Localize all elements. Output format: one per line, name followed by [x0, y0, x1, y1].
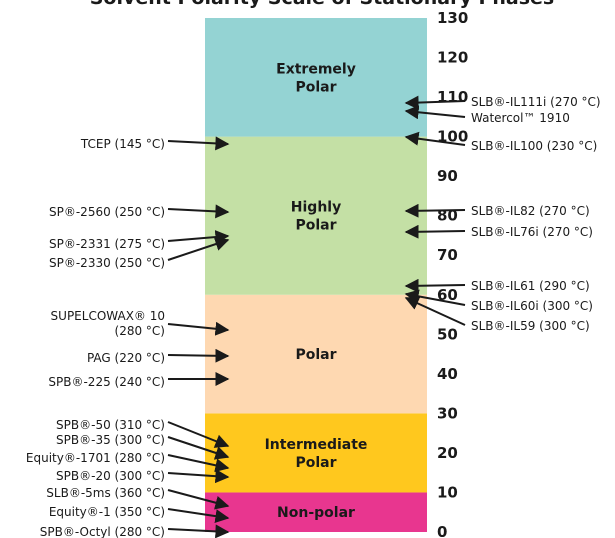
phase-label: SUPELCOWAX® 10: [51, 309, 165, 323]
right-phase-slb-il82-270-c: SLB®-IL82 (270 °C): [404, 203, 590, 218]
zone-label: Polar: [295, 79, 336, 95]
tick-label: 20: [437, 444, 458, 462]
phase-label: SLB®-IL59 (300 °C): [471, 319, 590, 333]
phase-arrow: [167, 421, 230, 448]
tick-label: 40: [437, 365, 458, 383]
phase-arrow: [167, 204, 230, 219]
left-phase-spb-octyl-280-c: SPB®-Octyl (280 °C): [40, 524, 230, 538]
left-phase-equity-1-350-c: Equity®-1 (350 °C): [49, 505, 230, 524]
phase-arrow: [167, 524, 230, 538]
phase-label: SPB®-225 (240 °C): [48, 375, 165, 389]
tick-label: 90: [437, 167, 458, 185]
clipped-title: Solvent Polarity Scale of Stationary Pha…: [90, 0, 554, 9]
phase-arrow: [404, 105, 466, 120]
left-phase-sp-2331-275-c: SP®-2331 (275 °C): [49, 230, 230, 251]
polarity-zones: Non-polar Intermediate Polar Polar Highly Pol…: [205, 18, 427, 532]
left-phase-sp-2560-250-c: SP®-2560 (250 °C): [49, 204, 230, 219]
phase-label: SPB®-Octyl (280 °C): [40, 525, 165, 538]
phase-label: SPB®-35 (300 °C): [56, 433, 165, 447]
zone-extremely-polar: [205, 18, 427, 137]
phase-arrow: [167, 469, 230, 484]
phase-label: SLB®-IL61 (290 °C): [471, 279, 590, 293]
phase-arrow: [167, 136, 230, 151]
zone-label: Polar: [295, 347, 336, 363]
right-phase-slb-il59-300-c: SLB®-IL59 (300 °C): [404, 296, 590, 333]
phase-label: SPB®-50 (310 °C): [56, 418, 165, 432]
phase-label: SP®-2330 (250 °C): [49, 256, 165, 270]
tick-label: 60: [437, 286, 458, 304]
zone-label: Intermediate: [265, 437, 368, 453]
phase-label: Equity®-1701 (280 °C): [26, 451, 165, 465]
tick-label: 130: [437, 9, 468, 27]
phase-label: SPB®-20 (300 °C): [56, 469, 165, 483]
phase-arrow: [167, 321, 230, 336]
zone-label: Extremely: [276, 61, 356, 77]
phase-arrow: [404, 289, 466, 306]
zone-label: Polar: [295, 218, 336, 234]
phase-label: TCEP (145 °C): [80, 137, 165, 151]
phase-label: SLB®-IL60i (300 °C): [471, 299, 593, 313]
phase-arrow: [167, 230, 230, 245]
tick-label: 120: [437, 49, 468, 67]
phase-arrow: [167, 436, 230, 460]
phase-arrow: [167, 237, 230, 261]
phase-label: PAG (220 °C): [87, 351, 165, 365]
right-phase-labels: SLB®-IL111i (270 °C) Watercol™ 1910 SLB®-I…: [404, 95, 601, 333]
left-phase-spb-50-310-c: SPB®-50 (310 °C): [56, 418, 230, 448]
tick-label: 50: [437, 325, 458, 343]
left-phase-supelcowax-10: SUPELCOWAX® 10(280 °C): [51, 309, 230, 338]
left-phase-slb-5ms-360-c: SLB®-5ms (360 °C): [46, 486, 230, 510]
right-phase-watercol-1910: Watercol™ 1910: [404, 105, 570, 125]
left-phase-equity-1701-280-c: Equity®-1701 (280 °C): [26, 451, 230, 473]
phase-arrow: [167, 489, 230, 510]
phase-arrow: [404, 95, 466, 110]
left-phase-spb-225-240-c: SPB®-225 (240 °C): [48, 372, 230, 389]
right-phase-slb-il100-230-c: SLB®-IL100 (230 °C): [404, 131, 597, 153]
left-phase-spb-20-300-c: SPB®-20 (300 °C): [56, 469, 230, 484]
phase-arrow: [167, 508, 230, 524]
left-phase-sp-2330-250-c: SP®-2330 (250 °C): [49, 237, 230, 270]
left-phase-tcep-145-c: TCEP (145 °C): [80, 136, 230, 151]
phase-label: SLB®-5ms (360 °C): [46, 486, 165, 500]
phase-label: SLB®-IL76i (270 °C): [471, 225, 593, 239]
tick-label: 10: [437, 483, 458, 501]
zone-label: Highly: [291, 200, 341, 216]
phase-label: Watercol™ 1910: [471, 111, 570, 125]
zone-highly-polar: [205, 136, 427, 295]
phase-arrow: [404, 278, 466, 293]
phase-label: (280 °C): [115, 324, 165, 338]
phase-arrow: [404, 224, 466, 239]
left-phase-spb-35-300-c: SPB®-35 (300 °C): [56, 433, 230, 460]
phase-label: Equity®-1 (350 °C): [49, 505, 165, 519]
phase-arrow: [404, 131, 466, 146]
phase-label: SLB®-IL100 (230 °C): [471, 139, 597, 153]
right-phase-slb-il61-290-c: SLB®-IL61 (290 °C): [404, 278, 590, 293]
tick-label: 70: [437, 246, 458, 264]
left-phase-pag-220-c: PAG (220 °C): [87, 348, 230, 365]
zone-label: Non-polar: [277, 505, 355, 521]
tick-label: 100: [437, 128, 468, 146]
tick-label: 0: [437, 523, 447, 538]
right-phase-slb-il76i-270-c: SLB®-IL76i (270 °C): [404, 224, 593, 239]
phase-arrow: [167, 454, 230, 473]
zone-non-polar: [205, 492, 427, 532]
zone-intermediate-polar: [205, 413, 427, 493]
phase-label: SLB®-IL111i (270 °C): [471, 95, 601, 109]
left-phase-labels: TCEP (145 °C) SP®-2560 (250 °C) SP®-2331 (…: [26, 136, 230, 538]
right-phase-slb-il60i-300-c: SLB®-IL60i (300 °C): [404, 289, 593, 313]
tick-label: 110: [437, 88, 468, 106]
phase-label: SLB®-IL82 (270 °C): [471, 204, 590, 218]
zone-polar: [205, 294, 427, 414]
phase-label: SP®-2560 (250 °C): [49, 205, 165, 219]
right-phase-slb-il111i-270-c: SLB®-IL111i (270 °C): [404, 95, 601, 110]
phase-arrow: [404, 296, 466, 326]
phase-label: SP®-2331 (275 °C): [49, 237, 165, 251]
tick-label: 30: [437, 404, 458, 422]
zone-label: Polar: [295, 455, 336, 471]
phase-arrow: [404, 203, 466, 218]
phase-arrow: [167, 348, 230, 363]
